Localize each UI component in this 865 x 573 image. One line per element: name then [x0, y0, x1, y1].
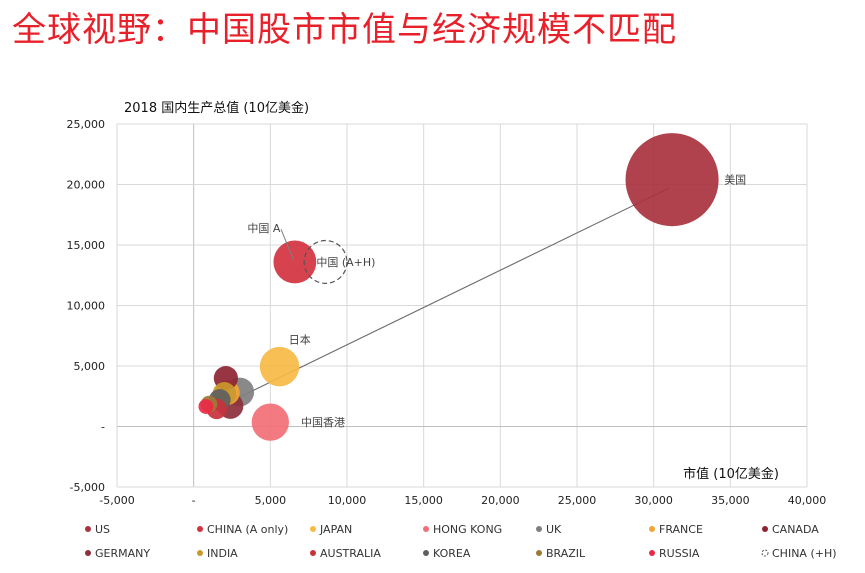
x-tick-label: 20,000	[481, 494, 520, 507]
bubble-hong-kong	[251, 403, 289, 441]
legend-item-uk: UK	[536, 523, 562, 536]
legend-item-india: INDIA	[197, 547, 238, 560]
legend-label: AUSTRALIA	[320, 547, 381, 560]
y-tick-label: 5,000	[74, 360, 106, 373]
x-tick-label: -	[192, 494, 196, 507]
legend-item-russia: RUSSIA	[649, 547, 700, 560]
x-tick-label: 10,000	[328, 494, 367, 507]
legend-marker	[536, 550, 542, 556]
legend-label: UK	[546, 523, 562, 536]
legend-marker	[423, 550, 429, 556]
legend-item-france: FRANCE	[649, 523, 703, 536]
x-tick-label: -5,000	[99, 494, 134, 507]
annotation-label: 中国 (A+H)	[316, 256, 375, 269]
legend-marker	[310, 526, 316, 532]
legend-label: KOREA	[433, 547, 471, 560]
annotation-leader-line	[280, 229, 294, 260]
bubble-series	[198, 133, 719, 441]
legend-item-japan: JAPAN	[310, 523, 352, 536]
bubble-japan	[259, 346, 300, 387]
slide-title: 全球视野：中国股市市值与经济规模不匹配	[12, 10, 677, 50]
annotation-label: 日本	[289, 332, 311, 346]
y-tick-label: 20,000	[67, 179, 106, 192]
legend-marker	[197, 526, 203, 532]
legend-item-china-h: CHINA (+H)	[761, 547, 837, 560]
legend-label: RUSSIA	[659, 547, 700, 560]
legend-marker	[85, 526, 91, 532]
legend-item-korea: KOREA	[423, 547, 471, 560]
y-tick-label: -	[101, 421, 105, 434]
y-tick-label: 10,000	[67, 300, 106, 313]
legend-label: GERMANY	[95, 547, 150, 560]
bubble-china-h	[303, 239, 348, 284]
legend-label: JAPAN	[319, 523, 352, 536]
legend-item-brazil: BRAZIL	[536, 547, 586, 560]
legend-marker	[85, 550, 91, 556]
annotation-label: 美国	[724, 174, 746, 187]
legend-label: BRAZIL	[546, 547, 586, 560]
legend-marker	[649, 526, 655, 532]
x-tick-label: 40,000	[788, 494, 827, 507]
legend-item-hong-kong: HONG KONG	[423, 523, 502, 536]
legend-label: CANADA	[772, 523, 819, 536]
legend-label: US	[95, 523, 110, 536]
legend-item-us: US	[85, 523, 110, 536]
legend-marker	[310, 550, 316, 556]
x-tick-label: 15,000	[404, 494, 443, 507]
y-axis-title: 2018 国内生产总值 (10亿美金)	[124, 100, 309, 116]
legend-marker	[423, 526, 429, 532]
legend-marker	[536, 526, 542, 532]
legend-item-china-a-only: CHINA (A only)	[197, 523, 288, 536]
x-axis-title: 市值 (10亿美金)	[683, 466, 779, 482]
bubble-us	[625, 133, 719, 227]
x-tick-label: 25,000	[558, 494, 597, 507]
x-tick-label: 30,000	[634, 494, 673, 507]
chart-legend: US CHINA (A only) JAPAN HONG KONG UK FRANCE CA…	[85, 523, 837, 560]
legend-label: HONG KONG	[433, 523, 502, 536]
legend-marker	[197, 550, 203, 556]
legend-item-germany: GERMANY	[85, 547, 150, 560]
legend-marker	[762, 526, 768, 532]
legend-marker	[761, 549, 769, 557]
legend-label: CHINA (A only)	[207, 523, 288, 536]
bubble-russia	[198, 399, 214, 414]
legend-label: CHINA (+H)	[772, 547, 837, 560]
y-tick-label: 25,000	[67, 118, 106, 131]
legend-item-canada: CANADA	[762, 523, 819, 536]
x-tick-label: 35,000	[711, 494, 750, 507]
axis-tick-labels: -5,000-5,000 10,000 15,000 20,000 25,000 30,0…	[67, 118, 827, 507]
legend-item-australia: AUSTRALIA	[310, 547, 381, 560]
legend-marker	[649, 550, 655, 556]
annotation-label: 中国 A	[247, 222, 280, 235]
y-tick-label: -5,000	[70, 481, 105, 494]
legend-label: INDIA	[207, 547, 238, 560]
y-tick-label: 15,000	[67, 239, 106, 252]
x-tick-label: 5,000	[255, 494, 287, 507]
legend-label: FRANCE	[659, 523, 703, 536]
annotation-label: 中国香港	[301, 416, 345, 429]
bubble-china-a-only	[273, 240, 317, 284]
